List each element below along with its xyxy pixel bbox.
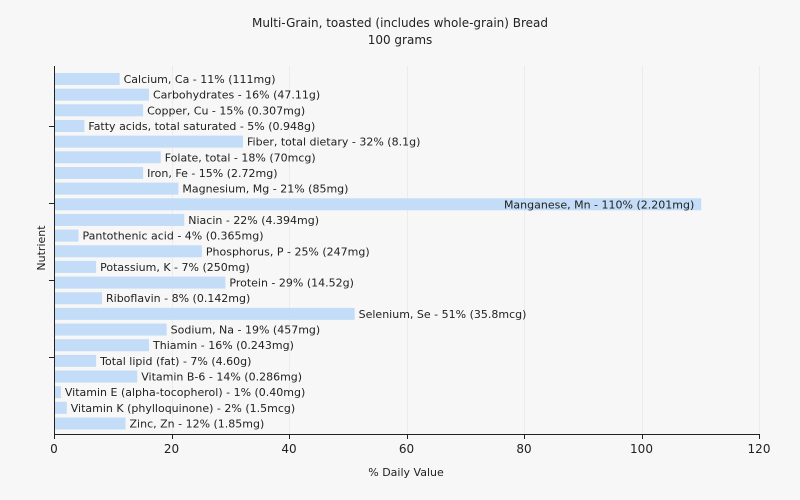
bars-group: Calcium, Ca - 11% (111mg) Carbohydrates -… xyxy=(55,73,702,431)
bar-label: Phosphorus, P - 25% (247mg) xyxy=(206,245,370,258)
bar-label: Zinc, Zn - 12% (1.85mg) xyxy=(130,418,265,431)
bar xyxy=(55,119,85,132)
bar xyxy=(55,354,97,367)
bar-label: Copper, Cu - 15% (0.307mg) xyxy=(147,104,305,117)
bar xyxy=(55,151,161,164)
bar xyxy=(55,339,149,352)
bar-label: Calcium, Ca - 11% (111mg) xyxy=(124,73,276,86)
bar xyxy=(55,386,61,399)
bar xyxy=(55,307,355,320)
bar-label: Fiber, total dietary - 32% (8.1g) xyxy=(247,136,420,149)
bar-label: Potassium, K - 7% (250mg) xyxy=(100,261,250,274)
x-tick-label: 0 xyxy=(50,442,58,456)
x-tick-label: 80 xyxy=(516,442,531,456)
x-tick-label: 100 xyxy=(630,442,653,456)
bar xyxy=(55,88,149,101)
bar xyxy=(55,260,97,273)
bar-label: Fatty acids, total saturated - 5% (0.948… xyxy=(88,120,315,133)
bar xyxy=(55,182,179,195)
bar xyxy=(55,323,167,336)
bar-label: Vitamin B-6 - 14% (0.286mg) xyxy=(141,371,302,384)
x-tick-label: 20 xyxy=(164,442,179,456)
chart-subtitle: 100 grams xyxy=(368,33,433,47)
bar xyxy=(55,370,138,383)
x-tick-label: 60 xyxy=(399,442,414,456)
bar-label: Folate, total - 18% (70mcg) xyxy=(165,151,316,164)
y-axis-title: Nutrient xyxy=(35,225,48,271)
bar xyxy=(55,229,79,242)
bar xyxy=(55,135,243,148)
bar xyxy=(55,166,144,179)
bar-label: Total lipid (fat) - 7% (4.60g) xyxy=(99,355,251,368)
bar xyxy=(55,104,144,117)
x-tick-label: 40 xyxy=(281,442,296,456)
x-axis-title: % Daily Value xyxy=(368,466,444,479)
x-tick-label: 120 xyxy=(748,442,771,456)
bar-label: Carbohydrates - 16% (47.11g) xyxy=(153,89,320,102)
bar-label: Magnesium, Mg - 21% (85mg) xyxy=(182,183,348,196)
bar-label: Niacin - 22% (4.394mg) xyxy=(188,214,319,227)
bar-label: Vitamin K (phylloquinone) - 2% (1.5mcg) xyxy=(71,402,295,415)
grid-lines xyxy=(172,66,760,434)
bar-label: Manganese, Mn - 110% (2.201mg) xyxy=(504,198,694,211)
bar-label: Iron, Fe - 15% (2.72mg) xyxy=(147,167,277,180)
bar xyxy=(55,276,226,289)
bar-label: Riboflavin - 8% (0.142mg) xyxy=(106,292,250,305)
axes-group: 0 20 40 60 80 100 120 xyxy=(49,66,770,456)
bar xyxy=(55,198,702,211)
bar xyxy=(55,245,202,258)
bar-label: Selenium, Se - 51% (35.8mcg) xyxy=(359,308,527,321)
bar-label: Sodium, Na - 19% (457mg) xyxy=(171,324,321,337)
bar xyxy=(55,213,185,226)
bar xyxy=(55,401,67,414)
bar-label: Protein - 29% (14.52g) xyxy=(229,277,354,290)
bar xyxy=(55,417,126,430)
bar xyxy=(55,292,102,305)
bar-label: Vitamin E (alpha-tocopherol) - 1% (0.40m… xyxy=(65,386,305,399)
chart-title: Multi-Grain, toasted (includes whole-gra… xyxy=(252,16,548,30)
bar xyxy=(55,73,120,85)
bar-label: Pantothenic acid - 4% (0.365mg) xyxy=(83,230,264,243)
bar-label: Thiamin - 16% (0.243mg) xyxy=(152,339,294,352)
